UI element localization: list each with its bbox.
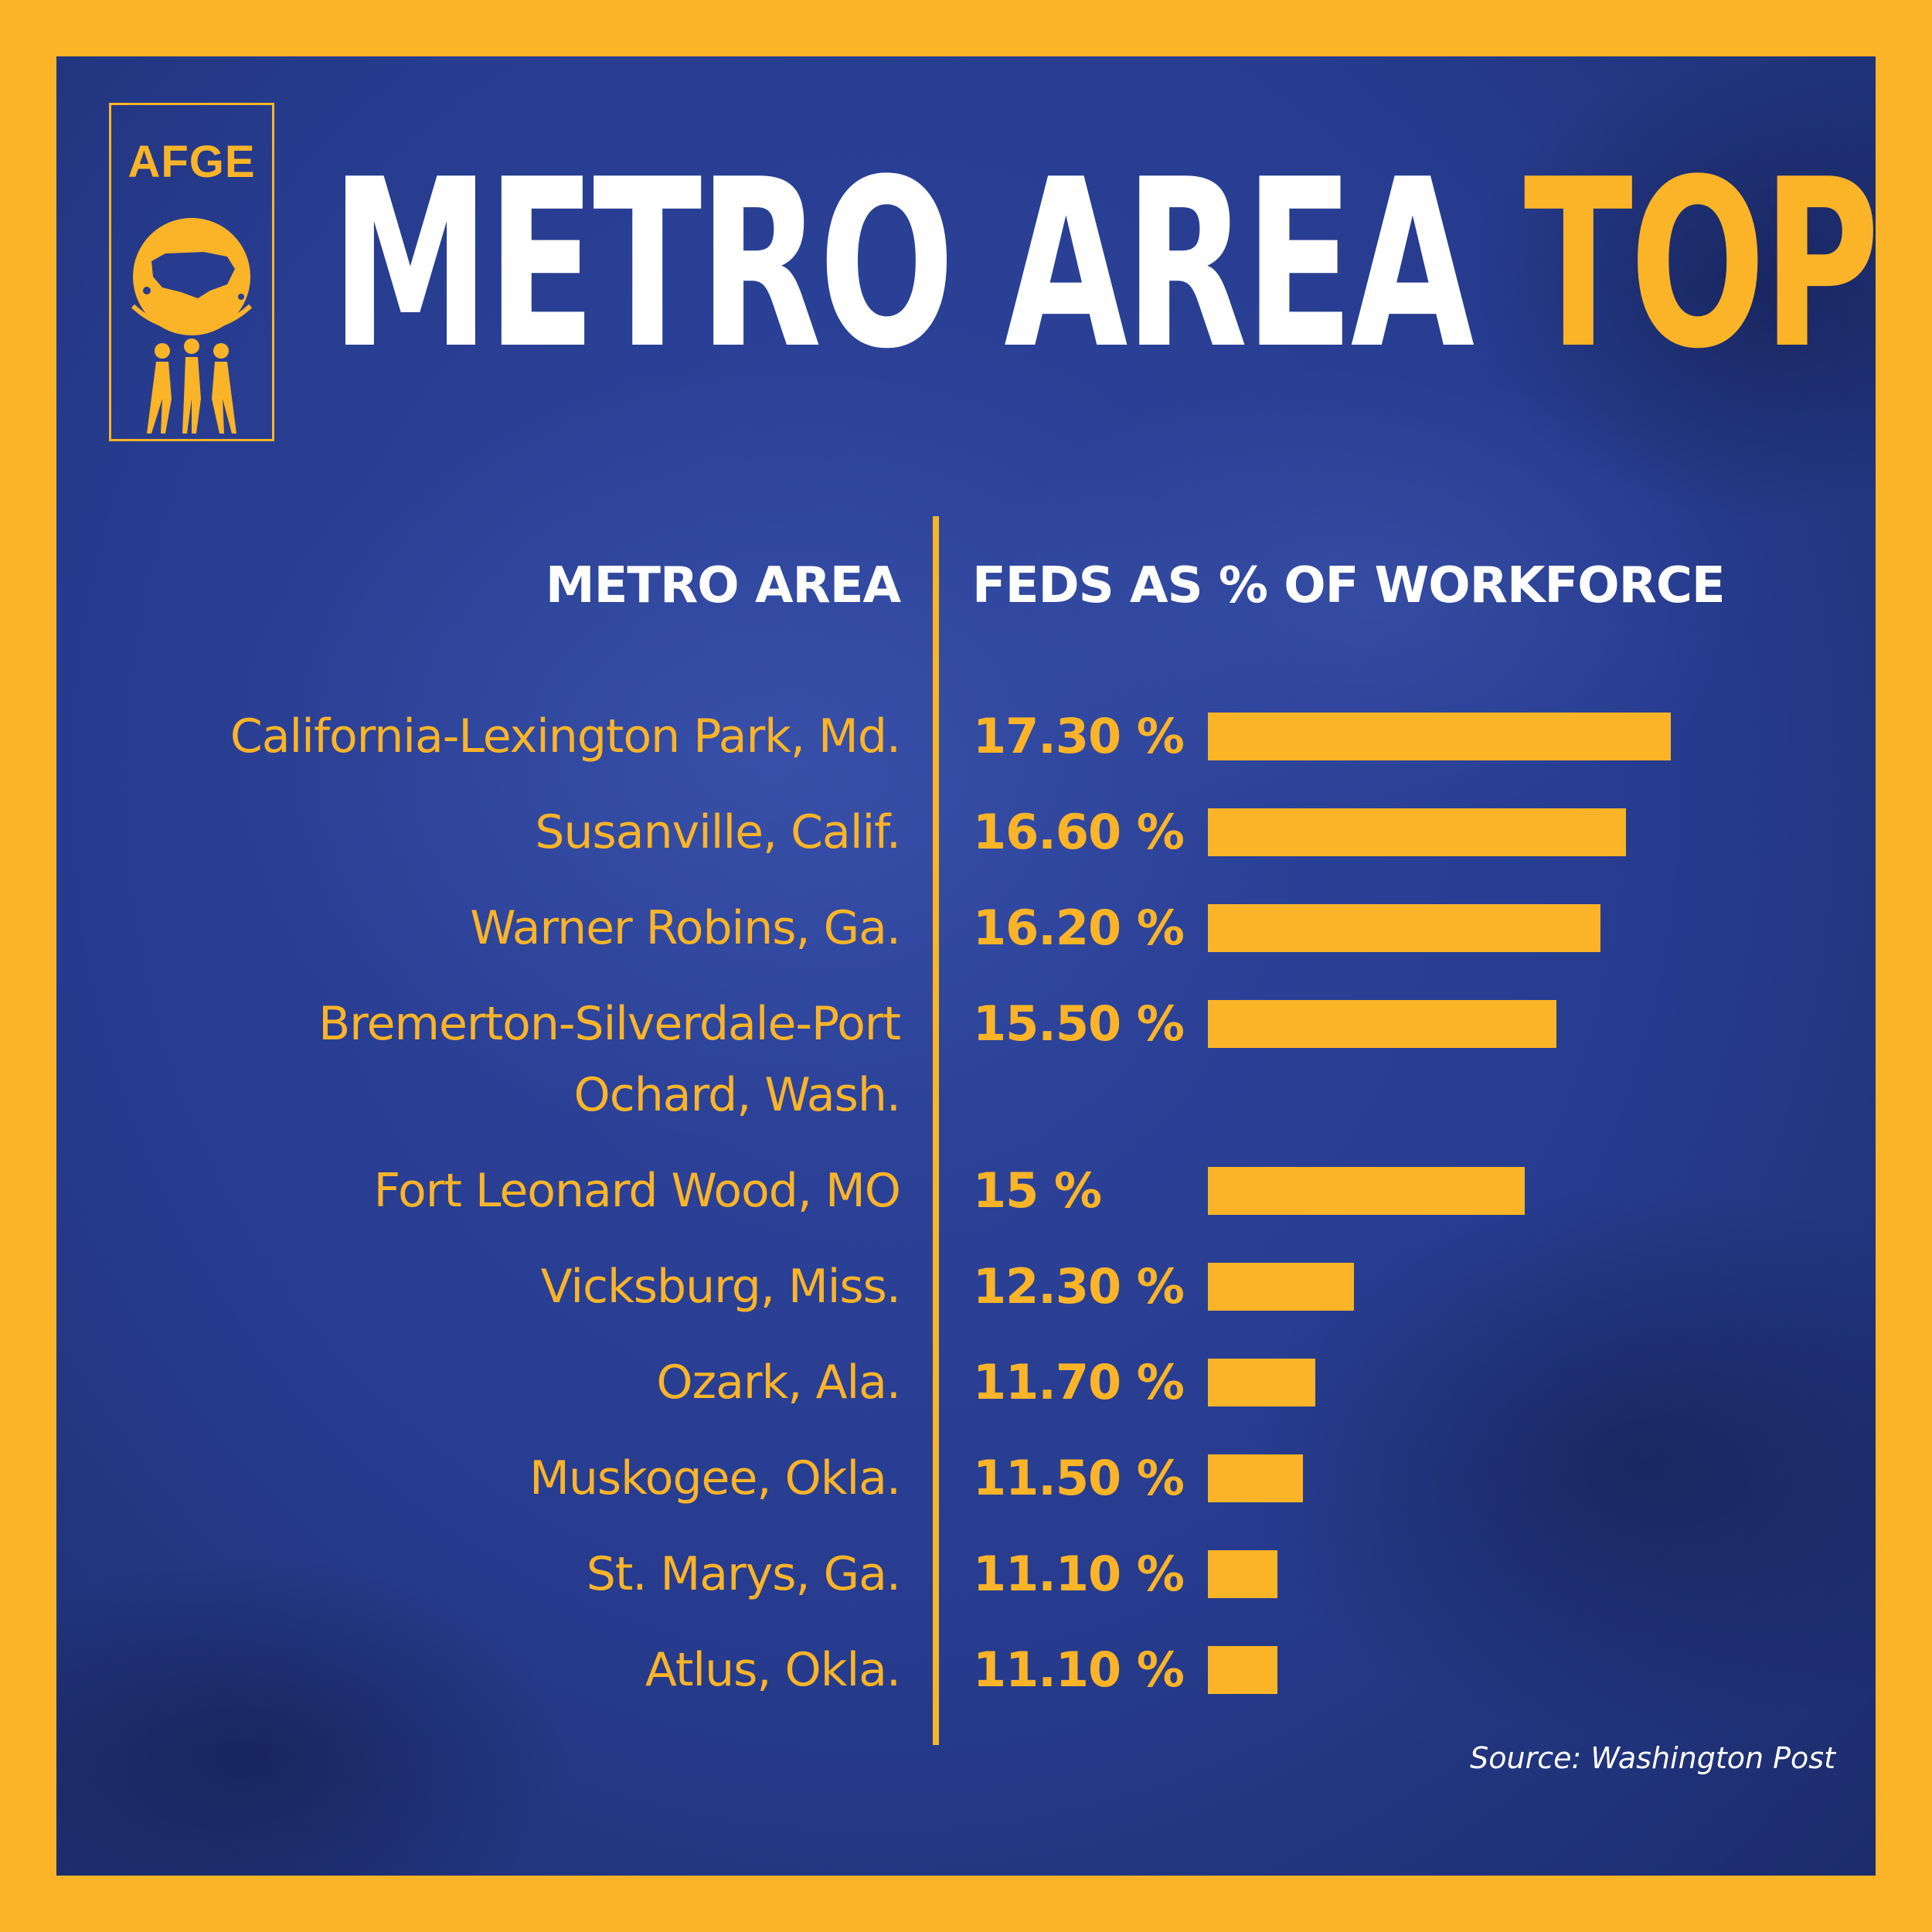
metro-label-line: Muskogee, Okla. bbox=[529, 1451, 901, 1505]
metro-label-line: Vicksburg, Miss. bbox=[540, 1260, 901, 1314]
value-label: 16.60 % bbox=[973, 804, 1185, 860]
value-label: 15.50 % bbox=[973, 995, 1185, 1052]
metro-area-header: METRO AREA bbox=[545, 557, 901, 614]
metro-label-line: Susanville, Calif. bbox=[535, 805, 901, 859]
metro-label-line: Warner Robins, Ga. bbox=[470, 901, 901, 955]
metro-label-line: Fort Leonard Wood, MO bbox=[373, 1164, 901, 1218]
data-bar bbox=[1208, 1550, 1278, 1598]
page-title: METRO AREA TOP 10 bbox=[331, 134, 1876, 396]
infographic-panel: AFGE METRO AREA TOP 10 METRO AREA FEDS A… bbox=[56, 56, 1876, 1876]
metro-label-line: Ochard, Wash. bbox=[573, 1068, 901, 1122]
value-label: 11.70 % bbox=[973, 1354, 1185, 1410]
metro-label: St. Marys, Ga. bbox=[56, 1539, 901, 1610]
column-divider bbox=[933, 516, 939, 1745]
data-bar bbox=[1208, 713, 1671, 760]
metro-label: Fort Leonard Wood, MO bbox=[56, 1155, 901, 1226]
title-main: METRO AREA bbox=[331, 130, 1524, 400]
title-highlight: TOP 10 bbox=[1523, 130, 1876, 400]
globe-people-icon bbox=[131, 218, 253, 434]
metro-label-line: St. Marys, Ga. bbox=[586, 1547, 901, 1601]
metro-label: Ozark, Ala. bbox=[56, 1347, 901, 1418]
data-bar bbox=[1208, 1646, 1278, 1694]
data-bar bbox=[1208, 1167, 1525, 1215]
metro-label: Muskogee, Okla. bbox=[56, 1443, 901, 1514]
value-label: 15 % bbox=[973, 1162, 1102, 1219]
metro-label-line: Atlus, Okla. bbox=[645, 1643, 901, 1697]
afge-logo: AFGE bbox=[109, 103, 274, 441]
data-bar bbox=[1208, 1263, 1354, 1311]
data-bar bbox=[1208, 1454, 1303, 1502]
value-label: 11.10 % bbox=[973, 1641, 1185, 1698]
metro-label: California-Lexington Park, Md. bbox=[56, 701, 901, 772]
data-bar bbox=[1208, 904, 1601, 952]
metro-label: Susanville, Calif. bbox=[56, 797, 901, 868]
metro-label-line: California-Lexington Park, Md. bbox=[230, 709, 901, 764]
data-bar bbox=[1208, 1359, 1316, 1406]
logo-text: AFGE bbox=[128, 137, 256, 187]
metro-label: Atlus, Okla. bbox=[56, 1634, 901, 1706]
value-label: 12.30 % bbox=[973, 1258, 1185, 1315]
metro-label: Vicksburg, Miss. bbox=[56, 1251, 901, 1322]
data-bar bbox=[1208, 1000, 1556, 1048]
value-label: 11.10 % bbox=[973, 1546, 1185, 1602]
feds-percent-header: FEDS AS % OF WORKFORCE bbox=[972, 557, 1726, 614]
value-label: 11.50 % bbox=[973, 1450, 1185, 1506]
data-bar bbox=[1208, 808, 1627, 856]
metro-label: Bremerton-Silverdale-Port Ochard, Wash. bbox=[56, 988, 901, 1131]
value-label: 16.20 % bbox=[973, 900, 1185, 956]
metro-label-line: Ozark, Ala. bbox=[656, 1355, 901, 1410]
value-label: 17.30 % bbox=[973, 708, 1185, 764]
source-note: Source: Washington Post bbox=[1470, 1741, 1835, 1775]
metro-label: Warner Robins, Ga. bbox=[56, 893, 901, 964]
metro-label-line: Bremerton-Silverdale-Port bbox=[318, 997, 901, 1051]
